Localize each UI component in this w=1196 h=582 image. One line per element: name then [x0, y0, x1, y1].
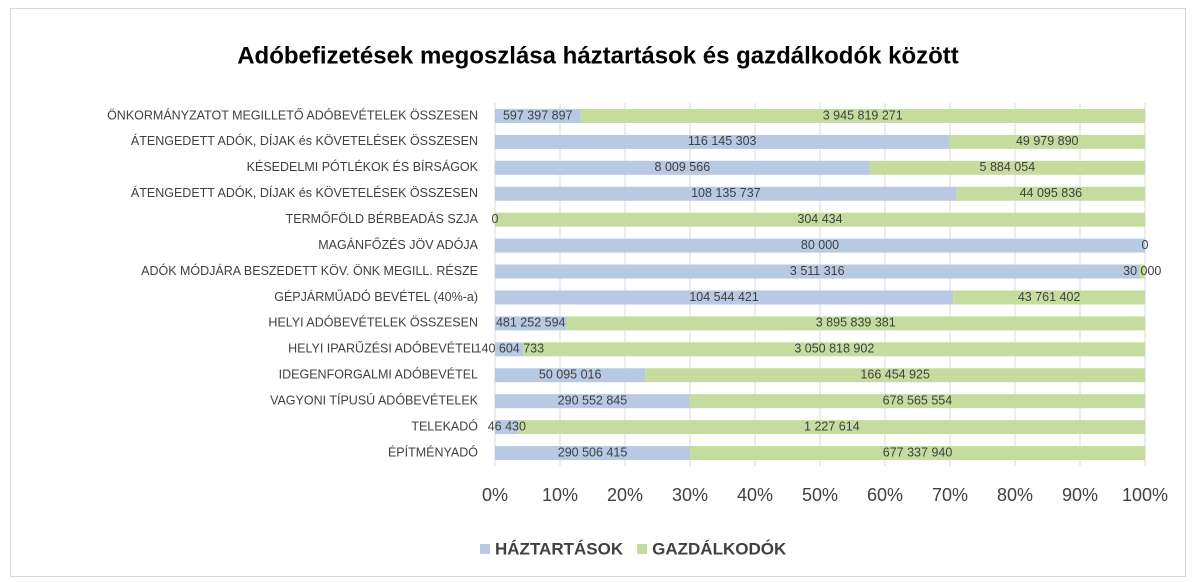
data-label: 5 884 054 [980, 160, 1036, 174]
y-tick-label: KÉSEDELMI PÓTLÉKOK ÉS BÍRSÁGOK [247, 159, 479, 174]
legend-swatch [480, 544, 490, 554]
data-label: 108 135 737 [691, 186, 761, 200]
y-tick-label: ÉPÍTMÉNYADÓ [388, 444, 478, 459]
bar-segment [495, 238, 1145, 253]
data-label: 166 454 925 [860, 368, 930, 382]
bar-segment [949, 134, 1145, 149]
bar-segment [495, 368, 646, 383]
x-tick-label: 100% [1122, 485, 1168, 505]
x-tick-label: 60% [867, 485, 903, 505]
data-label: 140 604 733 [475, 342, 545, 356]
data-label: 678 565 554 [883, 393, 953, 407]
bar-segment [566, 316, 1145, 331]
bar-segment [495, 212, 1145, 227]
x-tick-label: 40% [737, 485, 773, 505]
y-tick-label: TELEKADÓ [411, 418, 478, 433]
bar-segment [495, 134, 950, 149]
data-label: 3 895 839 381 [816, 316, 896, 330]
bar-segment [495, 160, 870, 175]
data-label: 3 945 819 271 [823, 108, 903, 122]
y-tick-label: ÖNKORMÁNYZATOT MEGILLETŐ ADÓBEVÉTELEK ÖS… [107, 107, 478, 122]
y-tick-label: ADÓK MÓDJÁRA BESZEDETT KÖV. ÖNK MEGILL. … [141, 263, 478, 278]
x-tick-label: 70% [932, 485, 968, 505]
data-label: 677 337 940 [883, 445, 953, 459]
x-tick-label: 50% [802, 485, 838, 505]
data-label: 481 252 594 [496, 316, 566, 330]
data-label: 3 511 316 [790, 264, 845, 278]
data-label: 290 506 415 [558, 445, 628, 459]
bar-segment [495, 264, 1140, 279]
data-label: 43 761 402 [1018, 290, 1081, 304]
x-tick-label: 0% [482, 485, 508, 505]
y-tick-label: HELYI IPARŰZÉSI ADÓBEVÉTEL [288, 341, 478, 356]
x-tick-label: 80% [997, 485, 1033, 505]
y-tick-label: VAGYONI TÍPUSÚ ADÓBEVÉTELEK [270, 392, 479, 407]
x-tick-label: 90% [1062, 485, 1098, 505]
legend-label: HÁZTARTÁSOK [495, 539, 624, 558]
bar-segment [1139, 264, 1145, 279]
bar-segment [495, 316, 567, 331]
y-tick-label: IDEGENFORGALMI ADÓBEVÉTEL [279, 367, 478, 382]
chart-title: Adóbefizetések megoszlása háztartások és… [237, 42, 959, 69]
x-tick-label: 20% [607, 485, 643, 505]
y-tick-label: ÁTENGEDETT ADÓK, DÍJAK és KÖVETELÉSEK ÖS… [131, 133, 478, 148]
data-label: 290 552 845 [558, 393, 628, 407]
bar-segment [580, 108, 1145, 123]
bar-segment [956, 186, 1145, 201]
data-label: 1 227 614 [804, 419, 860, 433]
bar-segment [690, 446, 1145, 461]
y-tick-label: MAGÁNFŐZÉS JÖV ADÓJA [318, 237, 478, 252]
bar-segment [645, 368, 1145, 383]
bar-segment [495, 342, 524, 357]
y-tick-label: GÉPJÁRMŰADÓ BEVÉTEL (40%-a) [274, 289, 478, 304]
bar-segment [869, 160, 1145, 175]
legend-label: GAZDÁLKODÓK [652, 539, 787, 558]
bar-segment [523, 342, 1145, 357]
bar-segment [495, 420, 519, 435]
bar-segment [518, 420, 1145, 435]
data-label: 44 095 836 [1020, 186, 1083, 200]
bar-segment [495, 108, 581, 123]
data-label: 597 397 897 [503, 108, 573, 122]
data-label: 104 544 421 [689, 290, 759, 304]
data-label: 30 000 [1123, 264, 1161, 278]
data-label: 8 009 566 [655, 160, 711, 174]
data-label: 0 [492, 212, 499, 226]
x-tick-label: 10% [542, 485, 578, 505]
y-tick-label: HELYI ADÓBEVÉTELEK ÖSSZESEN [268, 315, 478, 330]
data-label: 46 430 [488, 419, 526, 433]
data-label: 3 050 818 902 [794, 342, 874, 356]
y-tick-label: ÁTENGEDETT ADÓK, DÍJAK és KÖVETELÉSEK ÖS… [131, 185, 478, 200]
bar-segment [953, 290, 1145, 305]
data-label: 80 000 [801, 238, 839, 252]
bar-segment [689, 394, 1145, 409]
bar-segment [495, 446, 691, 461]
bar-segment [495, 186, 957, 201]
y-tick-label: TERMŐFÖLD BÉRBEADÁS SZJA [286, 211, 479, 226]
data-label: 50 095 016 [539, 368, 602, 382]
x-tick-label: 30% [672, 485, 708, 505]
data-label: 116 145 303 [688, 134, 757, 148]
data-label: 304 434 [797, 212, 842, 226]
legend-swatch [637, 544, 648, 554]
bar-segment [495, 290, 954, 305]
data-label: 0 [1142, 238, 1149, 252]
bar-segment [495, 394, 690, 409]
data-label: 49 979 890 [1016, 134, 1079, 148]
